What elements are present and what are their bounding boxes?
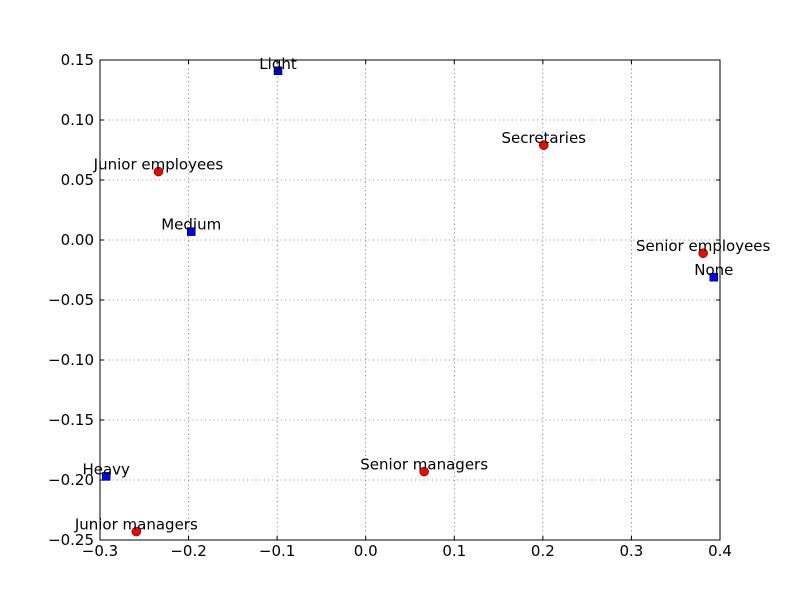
x-tick-label: 0.2: [531, 542, 555, 560]
data-point-square: [186, 227, 196, 236]
y-tick-label: −0.20: [48, 471, 94, 489]
x-tick-label: 0.4: [708, 542, 732, 560]
x-tick-label: −0.3: [82, 542, 118, 560]
data-point-label: Junior employees: [93, 156, 224, 174]
data-point-square: [101, 472, 111, 481]
y-tick-label: −0.15: [48, 411, 94, 429]
x-tick-label: 0.0: [354, 542, 378, 560]
x-tick-label: 0.1: [442, 542, 466, 560]
data-point-label: Heavy: [82, 460, 130, 478]
y-tick-label: 0.10: [61, 111, 94, 129]
data-point-square: [273, 66, 283, 76]
data-point-square: [709, 272, 719, 282]
data-point-label: None: [694, 261, 733, 279]
y-tick-label: −0.25: [48, 531, 94, 549]
data-point-label: Senior managers: [360, 456, 488, 474]
data-point-label: Light: [259, 55, 297, 73]
axis-ticks: −0.3 −0.2 −0.1 0.0 0.1 0.2 0.3 0.4 −0.25 −0.20 −0.…: [48, 51, 732, 560]
data-point-label: Secretaries: [501, 129, 586, 147]
data-point-label: Senior employees: [636, 237, 771, 255]
y-tick-label: 0.05: [61, 171, 94, 189]
grid-lines: [100, 60, 720, 540]
data-point-circle: [131, 526, 142, 537]
data-point-label: Junior managers: [74, 516, 198, 534]
y-tick-label: 0.00: [61, 231, 94, 249]
data-point-circle: [153, 166, 164, 177]
data-point-circle: [538, 140, 549, 150]
data-point-label: Medium: [161, 216, 221, 234]
data-points: Junior employees Secretaries Senior employ…: [74, 55, 771, 537]
x-tick-label: 0.3: [619, 542, 643, 560]
x-tick-label: −0.2: [170, 542, 206, 560]
y-tick-label: −0.10: [48, 351, 94, 369]
data-point-circle: [419, 466, 429, 477]
y-tick-label: 0.15: [61, 51, 94, 69]
data-point-circle: [698, 248, 708, 258]
x-tick-label: −0.1: [259, 542, 295, 560]
y-tick-label: −0.05: [48, 291, 94, 309]
